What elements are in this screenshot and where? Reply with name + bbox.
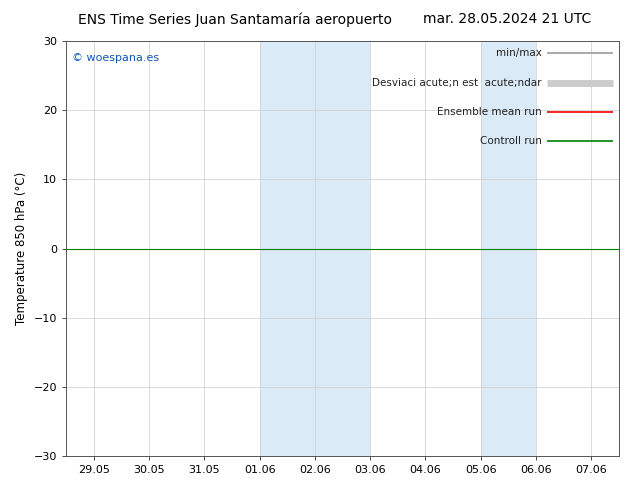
Text: Desviaci acute;n est  acute;ndar: Desviaci acute;n est acute;ndar [372,77,541,88]
Bar [259,41,315,456]
Text: ENS Time Series Juan Santamaría aeropuerto: ENS Time Series Juan Santamaría aeropuer… [77,12,392,27]
Text: Controll run: Controll run [480,136,541,146]
Text: Ensemble mean run: Ensemble mean run [437,107,541,117]
Text: © woespana.es: © woespana.es [72,53,158,64]
Y-axis label: Temperature 850 hPa (°C): Temperature 850 hPa (°C) [15,172,28,325]
Text: mar. 28.05.2024 21 UTC: mar. 28.05.2024 21 UTC [423,12,592,26]
Text: min/max: min/max [496,49,541,58]
Bar [481,41,536,456]
Bar [315,41,370,456]
